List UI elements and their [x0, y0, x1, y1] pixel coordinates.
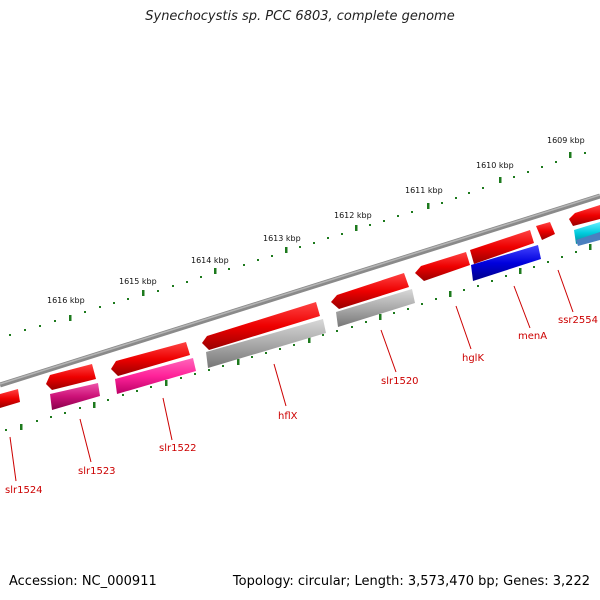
inner-tick-ring [5, 244, 592, 431]
tick-label-1611: 1611 kbp [405, 186, 443, 195]
gene-feature-forward[interactable] [569, 205, 600, 226]
genome-backbone-highlight [0, 194, 600, 385]
gene-feature-forward[interactable] [111, 342, 190, 376]
gene-feature-ssr2554-lower[interactable] [576, 232, 600, 246]
gene-label-slr1522: slr1522 [159, 443, 197, 454]
gene-feature-forward[interactable] [415, 252, 470, 281]
map-title: Synechocystis sp. PCC 6803, complete gen… [145, 9, 455, 24]
footer-accession: Accession: NC_000911 [9, 574, 157, 589]
tick-label-1613: 1613 kbp [263, 234, 301, 243]
gene-feature-forward[interactable] [202, 302, 320, 350]
genome-backbone [0, 193, 600, 388]
footer-topology: Topology: circular; Length: 3,573,470 bp… [232, 574, 590, 589]
gene-label-ssr2554: ssr2554 [558, 315, 598, 326]
gene-label-slr1524: slr1524 [5, 485, 43, 496]
tick-label-1616: 1616 kbp [47, 296, 85, 305]
gene-label-menA: menA [518, 331, 547, 342]
gene-feature-forward[interactable] [331, 273, 409, 309]
tick-label-1609: 1609 kbp [547, 136, 585, 145]
tick-label-1614: 1614 kbp [191, 256, 229, 265]
gene-label-slr1523: slr1523 [78, 466, 116, 477]
gene-label-hglK: hglK [462, 353, 484, 364]
outer-tick-ring [9, 152, 586, 336]
tick-label-1610: 1610 kbp [476, 161, 514, 170]
forward-strand-genes [0, 205, 600, 408]
gene-feature-forward[interactable] [536, 222, 555, 240]
gene-label-leaders [9, 269, 574, 482]
gene-label-hflX: hflX [278, 411, 298, 422]
tick-label-1615: 1615 kbp [119, 277, 157, 286]
gene-feature-forward[interactable] [470, 230, 534, 264]
gene-feature-slr1522[interactable] [115, 358, 196, 394]
gene-feature-slr1523[interactable] [50, 383, 100, 410]
gene-feature-forward[interactable] [46, 364, 96, 390]
gene-feature-menA[interactable] [471, 245, 541, 281]
gene-feature-hflX[interactable] [206, 319, 326, 368]
gene-label-slr1520: slr1520 [381, 376, 419, 387]
gene-feature-slr1520[interactable] [336, 289, 415, 327]
gene-feature-forward[interactable] [0, 389, 20, 408]
tick-label-1612: 1612 kbp [334, 211, 372, 220]
